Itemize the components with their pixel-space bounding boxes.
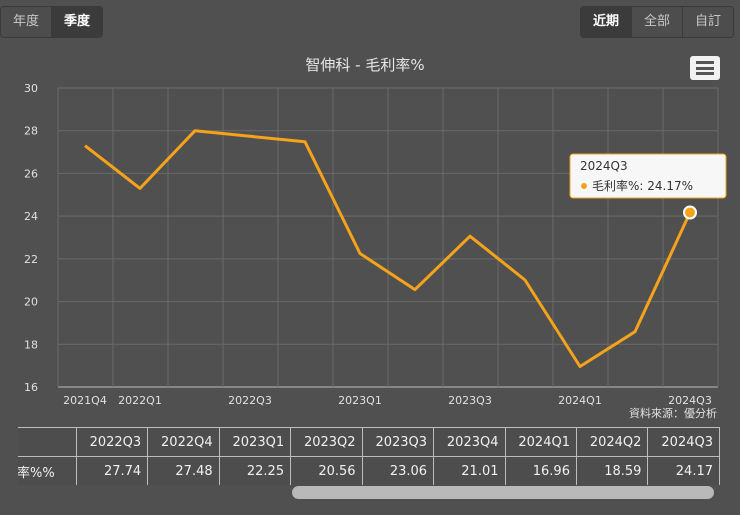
x-tick-label: 2023Q1 [338, 394, 382, 407]
y-tick-label: 28 [24, 125, 38, 138]
data-table: 2022Q3 2022Q4 2023Q1 2023Q2 2023Q3 2023Q4 2024… [18, 427, 720, 485]
x-tick-label: 2022Q1 [118, 394, 162, 407]
table-value-cell: 18.59 [575, 456, 649, 485]
table-header-cell: 2024Q1 [504, 427, 577, 457]
table-header-cell: 2022Q4 [147, 427, 220, 457]
chart-menu-button[interactable] [690, 56, 720, 80]
x-tick-label: 2022Q3 [228, 394, 272, 407]
x-tick-label: 2023Q3 [448, 394, 492, 407]
source-label: 資料來源：優分析 [629, 406, 717, 420]
table-header-cell: 2023Q2 [290, 427, 363, 457]
y-tick-label: 16 [24, 381, 38, 394]
table-value-cell: 23.06 [361, 456, 435, 485]
table-header-cell: 2024Q3 [647, 427, 720, 457]
menu-icon-bar-3 [696, 72, 714, 75]
table-value-cell: 27.48 [147, 456, 220, 485]
y-tick-label: 18 [24, 338, 38, 351]
table-value-cell: 21.01 [433, 456, 506, 485]
range-button-0[interactable]: 近期 [580, 7, 632, 37]
table-header-cell: 2022Q3 [75, 427, 149, 457]
y-tick-label: 30 [24, 82, 38, 95]
y-tick-label: 20 [24, 296, 38, 309]
period-button-0[interactable]: 年度 [1, 7, 53, 37]
range-button-1[interactable]: 全部 [631, 7, 683, 37]
tooltip: 2024Q3 毛利率%: 24.17% [569, 153, 727, 199]
y-tick-label: 24 [24, 210, 38, 223]
range-toggle: 近期 全部 自訂 [579, 6, 734, 38]
series-line [84, 129, 692, 368]
tooltip-marker [581, 183, 587, 189]
table-corner [18, 427, 77, 457]
x-tick-label: 2021Q4 [63, 394, 107, 407]
x-tick-label: 2024Q3 [668, 394, 712, 407]
menu-icon-bar-1 [696, 61, 714, 64]
table-value-cell: 27.74 [75, 456, 149, 485]
period-toggle: 年度 季度 [0, 6, 104, 38]
range-button-2[interactable]: 自訂 [682, 7, 733, 37]
y-tick-label: 26 [24, 167, 38, 180]
table-value-cell: 20.56 [290, 456, 363, 485]
data-point[interactable] [683, 205, 697, 220]
table-value-cell: 22.25 [218, 456, 292, 485]
table-header-cell: 2024Q2 [575, 427, 649, 457]
table-scrollbar[interactable] [292, 486, 714, 499]
tooltip-label: 毛利率%: 24.17% [592, 178, 693, 193]
y-tick-label: 22 [24, 253, 38, 266]
period-button-1[interactable]: 季度 [52, 7, 103, 37]
table-header-cell: 2023Q4 [433, 427, 506, 457]
table-header-cell: 2023Q3 [361, 427, 435, 457]
table-header-cell: 2023Q1 [218, 427, 292, 457]
table-value-cell: 16.96 [504, 456, 577, 485]
table-value-cell: 24.17 [647, 456, 720, 485]
x-tick-label: 2024Q1 [558, 394, 602, 407]
tooltip-title: 2024Q3 [580, 159, 628, 173]
table-row-label: 毛利率%% [18, 456, 77, 485]
menu-icon-bar-2 [696, 66, 714, 70]
gross-margin-chart: 智伸科 - 毛利率% 16 18 20 22 24 26 28 30 2021Q4 2022Q1… [24, 56, 727, 420]
chart-title: 智伸科 - 毛利率% [305, 56, 424, 74]
